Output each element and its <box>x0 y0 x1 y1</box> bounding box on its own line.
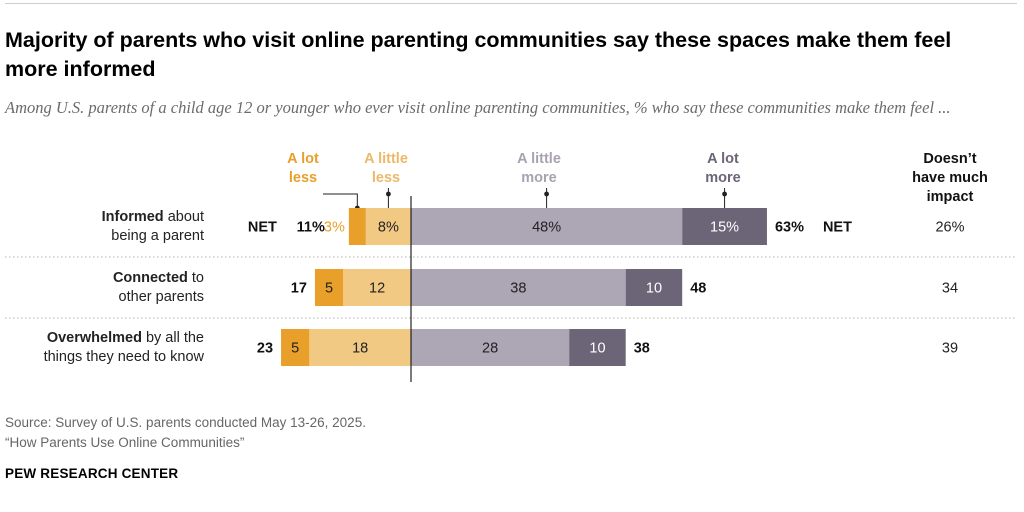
chart-subtitle: Among U.S. parents of a child age 12 or … <box>5 98 951 117</box>
bar-a-little-less <box>365 208 411 245</box>
row-label: Overwhelmed by all the <box>47 330 204 346</box>
value-a-little-less: 18 <box>352 341 368 357</box>
brand-name: PEW RESEARCH CENTER <box>5 466 179 481</box>
bar-a-little-more <box>411 329 570 366</box>
bar-a-lot-more <box>625 269 683 306</box>
row-label-rest: by all the <box>142 330 204 346</box>
row-label-line2: being a parent <box>111 228 204 244</box>
leader-dot-a-lot-more <box>722 191 727 197</box>
header-a-little-less: A little <box>364 151 408 167</box>
header-a-lot-less: less <box>289 170 317 186</box>
row-label-bold: Connected <box>113 270 188 286</box>
header-a-lot-more: more <box>705 170 740 186</box>
value-a-little-less: 8% <box>378 220 399 236</box>
value-no-impact: 39 <box>942 341 958 357</box>
net-less-value: 17 <box>291 281 307 297</box>
header-no-impact: Doesn’t <box>923 151 976 167</box>
value-a-little-more: 48% <box>532 220 561 236</box>
leader-dot-a-little-more <box>544 191 549 197</box>
net-less-value: 23 <box>257 341 273 357</box>
leader-line-a-lot-less <box>323 193 358 208</box>
net-more-value: 48 <box>690 281 706 297</box>
row-label-line2: other parents <box>119 289 204 305</box>
row-label: Connected to <box>113 270 204 286</box>
value-a-little-more: 38 <box>510 281 526 297</box>
value-a-lot-more: 15% <box>710 220 739 236</box>
leader-dot-a-little-less <box>386 191 391 197</box>
top-rule <box>5 3 1017 4</box>
bar-a-lot-less <box>348 208 366 245</box>
bar-a-lot-less <box>281 329 310 366</box>
header-a-little-more: A little <box>517 151 561 167</box>
header-a-little-more: more <box>521 170 556 186</box>
net-less-value: 11% <box>297 220 325 236</box>
bar-a-lot-less <box>314 269 344 306</box>
chart-area: A lot less A little less A little more A lot mo… <box>5 151 1017 382</box>
bar-a-little-more <box>411 269 626 306</box>
value-a-lot-less: 3% <box>324 220 345 236</box>
row-label: Informed about <box>102 209 204 225</box>
net-more-word: NET <box>823 220 852 236</box>
row-label-bold: Informed <box>102 209 164 225</box>
value-no-impact: 26% <box>935 220 964 236</box>
value-no-impact: 34 <box>942 281 958 297</box>
row-label-rest: about <box>164 209 204 225</box>
bar-a-lot-more <box>569 329 626 366</box>
net-more-value: 38 <box>634 341 650 357</box>
header-a-little-less: less <box>372 170 400 186</box>
bar-a-lot-more <box>682 208 767 245</box>
value-a-lot-more: 10 <box>589 341 605 357</box>
row-label-bold: Overwhelmed <box>47 330 142 346</box>
source-note: Source: Survey of U.S. parents conducted… <box>5 415 366 430</box>
row-label-line2: things they need to know <box>44 349 205 365</box>
net-less-word: NET <box>248 220 277 236</box>
bar-a-little-more <box>411 208 683 245</box>
report-title: “How Parents Use Online Communities” <box>5 435 245 450</box>
net-more-value: 63% <box>775 220 804 236</box>
value-a-lot-less: 5 <box>291 341 299 357</box>
value-a-little-more: 28 <box>482 341 498 357</box>
chart-title: Majority of parents who visit online par… <box>5 28 952 81</box>
value-a-lot-more: 10 <box>646 281 662 297</box>
row-label-rest: to <box>188 270 204 286</box>
bar-a-little-less <box>343 269 411 306</box>
header-a-lot-less: A lot <box>287 151 319 167</box>
value-a-little-less: 12 <box>369 281 385 297</box>
value-a-lot-less: 5 <box>325 281 333 297</box>
bar-a-little-less <box>309 329 411 366</box>
header-a-lot-more: A lot <box>707 151 739 167</box>
header-no-impact: have much <box>912 170 988 186</box>
header-no-impact: impact <box>927 189 974 205</box>
